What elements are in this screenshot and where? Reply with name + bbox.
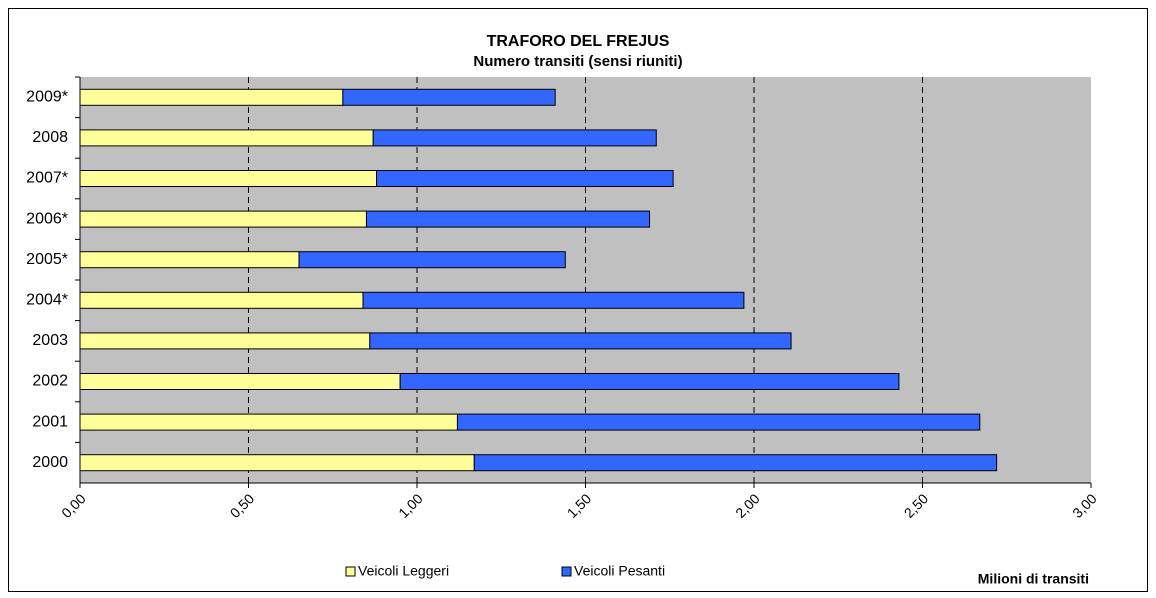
bar-segment — [79, 332, 371, 350]
y-tick-label: 2002 — [32, 373, 68, 390]
chart-subtitle: Numero transiti (sensi riuniti) — [473, 53, 682, 70]
y-tick-label: 2004* — [26, 292, 68, 309]
bar-segment — [79, 88, 344, 106]
bar-segment — [342, 88, 556, 106]
bar-segment — [79, 454, 475, 472]
bar-segment — [79, 291, 364, 309]
legend-label: Veicoli Pesanti — [574, 563, 665, 579]
bar-segment — [399, 373, 900, 390]
y-tick-label: 2009* — [26, 89, 68, 106]
legend-label: Veicoli Leggeri — [358, 563, 449, 579]
bar-segment — [79, 373, 401, 390]
bar-segment — [298, 251, 566, 269]
bar-segment — [79, 129, 374, 147]
bar-segment — [372, 129, 657, 147]
y-tick-label: 2001 — [32, 413, 68, 430]
bar-segment — [79, 170, 378, 187]
bar-segment — [376, 170, 674, 187]
y-tick-label: 2005* — [26, 251, 68, 268]
bar-segment — [456, 413, 981, 431]
bar-segment — [79, 210, 367, 228]
x-axis-label: Milioni di transiti — [978, 571, 1089, 587]
y-tick-label: 2008 — [32, 129, 68, 146]
bar-segment — [369, 332, 792, 350]
legend-swatch — [561, 566, 572, 577]
bar-segment — [79, 251, 300, 269]
bar-segment — [473, 454, 998, 472]
legend-swatch — [345, 566, 356, 577]
y-tick-label: 2003 — [32, 332, 68, 349]
y-tick-label: 2000 — [32, 454, 68, 471]
y-tick-label: 2006* — [26, 210, 68, 227]
bar-segment — [365, 210, 651, 228]
y-tick-label: 2007* — [26, 170, 68, 187]
bar-segment — [79, 413, 458, 431]
bar-segment — [362, 291, 745, 309]
chart-title: TRAFORO DEL FREJUS — [487, 33, 670, 50]
